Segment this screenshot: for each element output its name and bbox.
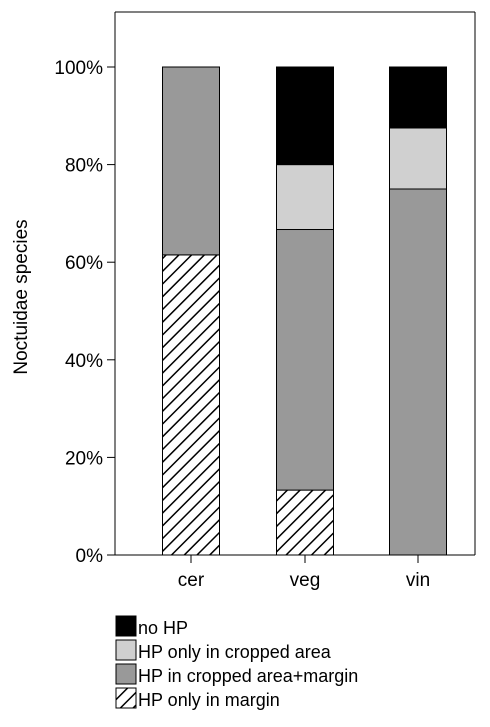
y-tick-label: 40% [65,351,103,372]
legend-label: no HP [138,618,188,638]
bar-segment-cer-hp-only-in-margin [162,254,220,556]
legend-label: HP only in cropped area [138,642,332,662]
y-tick-label: 100% [54,58,103,79]
bar-segment-veg-no-hp [276,66,334,166]
plot-area: 0% 20% 40% 60% 80% 100% cer veg vin [54,11,476,591]
bar-segment-cer-hp-in-cropped-area-margin [162,66,220,256]
bar-segment-veg-hp-only-in-margin [276,489,334,556]
bar-segment-veg-hp-only-in-cropped-area [276,164,334,231]
legend-label: HP only in margin [138,690,280,710]
bar-segment-veg-hp-in-cropped-area-margin [276,229,334,491]
bar-segment-vin-hp-in-cropped-area-margin [389,188,447,556]
y-tick-label: 60% [65,253,103,274]
legend-label: HP in cropped area+margin [138,666,358,686]
legend-swatch [115,687,137,709]
x-tick-label: veg [290,570,321,591]
y-tick-label: 0% [76,546,104,567]
bar-segment-vin-no-hp [389,66,447,129]
legend-swatch [115,639,137,661]
y-tick-label: 20% [65,448,103,469]
bar-segment-vin-hp-only-in-cropped-area [389,127,447,190]
legend-swatch [115,663,137,685]
y-tick-label: 80% [65,156,103,177]
legend-swatch [115,615,137,637]
legend: no HP HP only in cropped area HP in croppe… [115,615,358,710]
x-tick-label: vin [406,570,430,591]
y-axis-label: Noctuidae species [11,219,32,374]
x-tick-label: cer [178,570,205,591]
